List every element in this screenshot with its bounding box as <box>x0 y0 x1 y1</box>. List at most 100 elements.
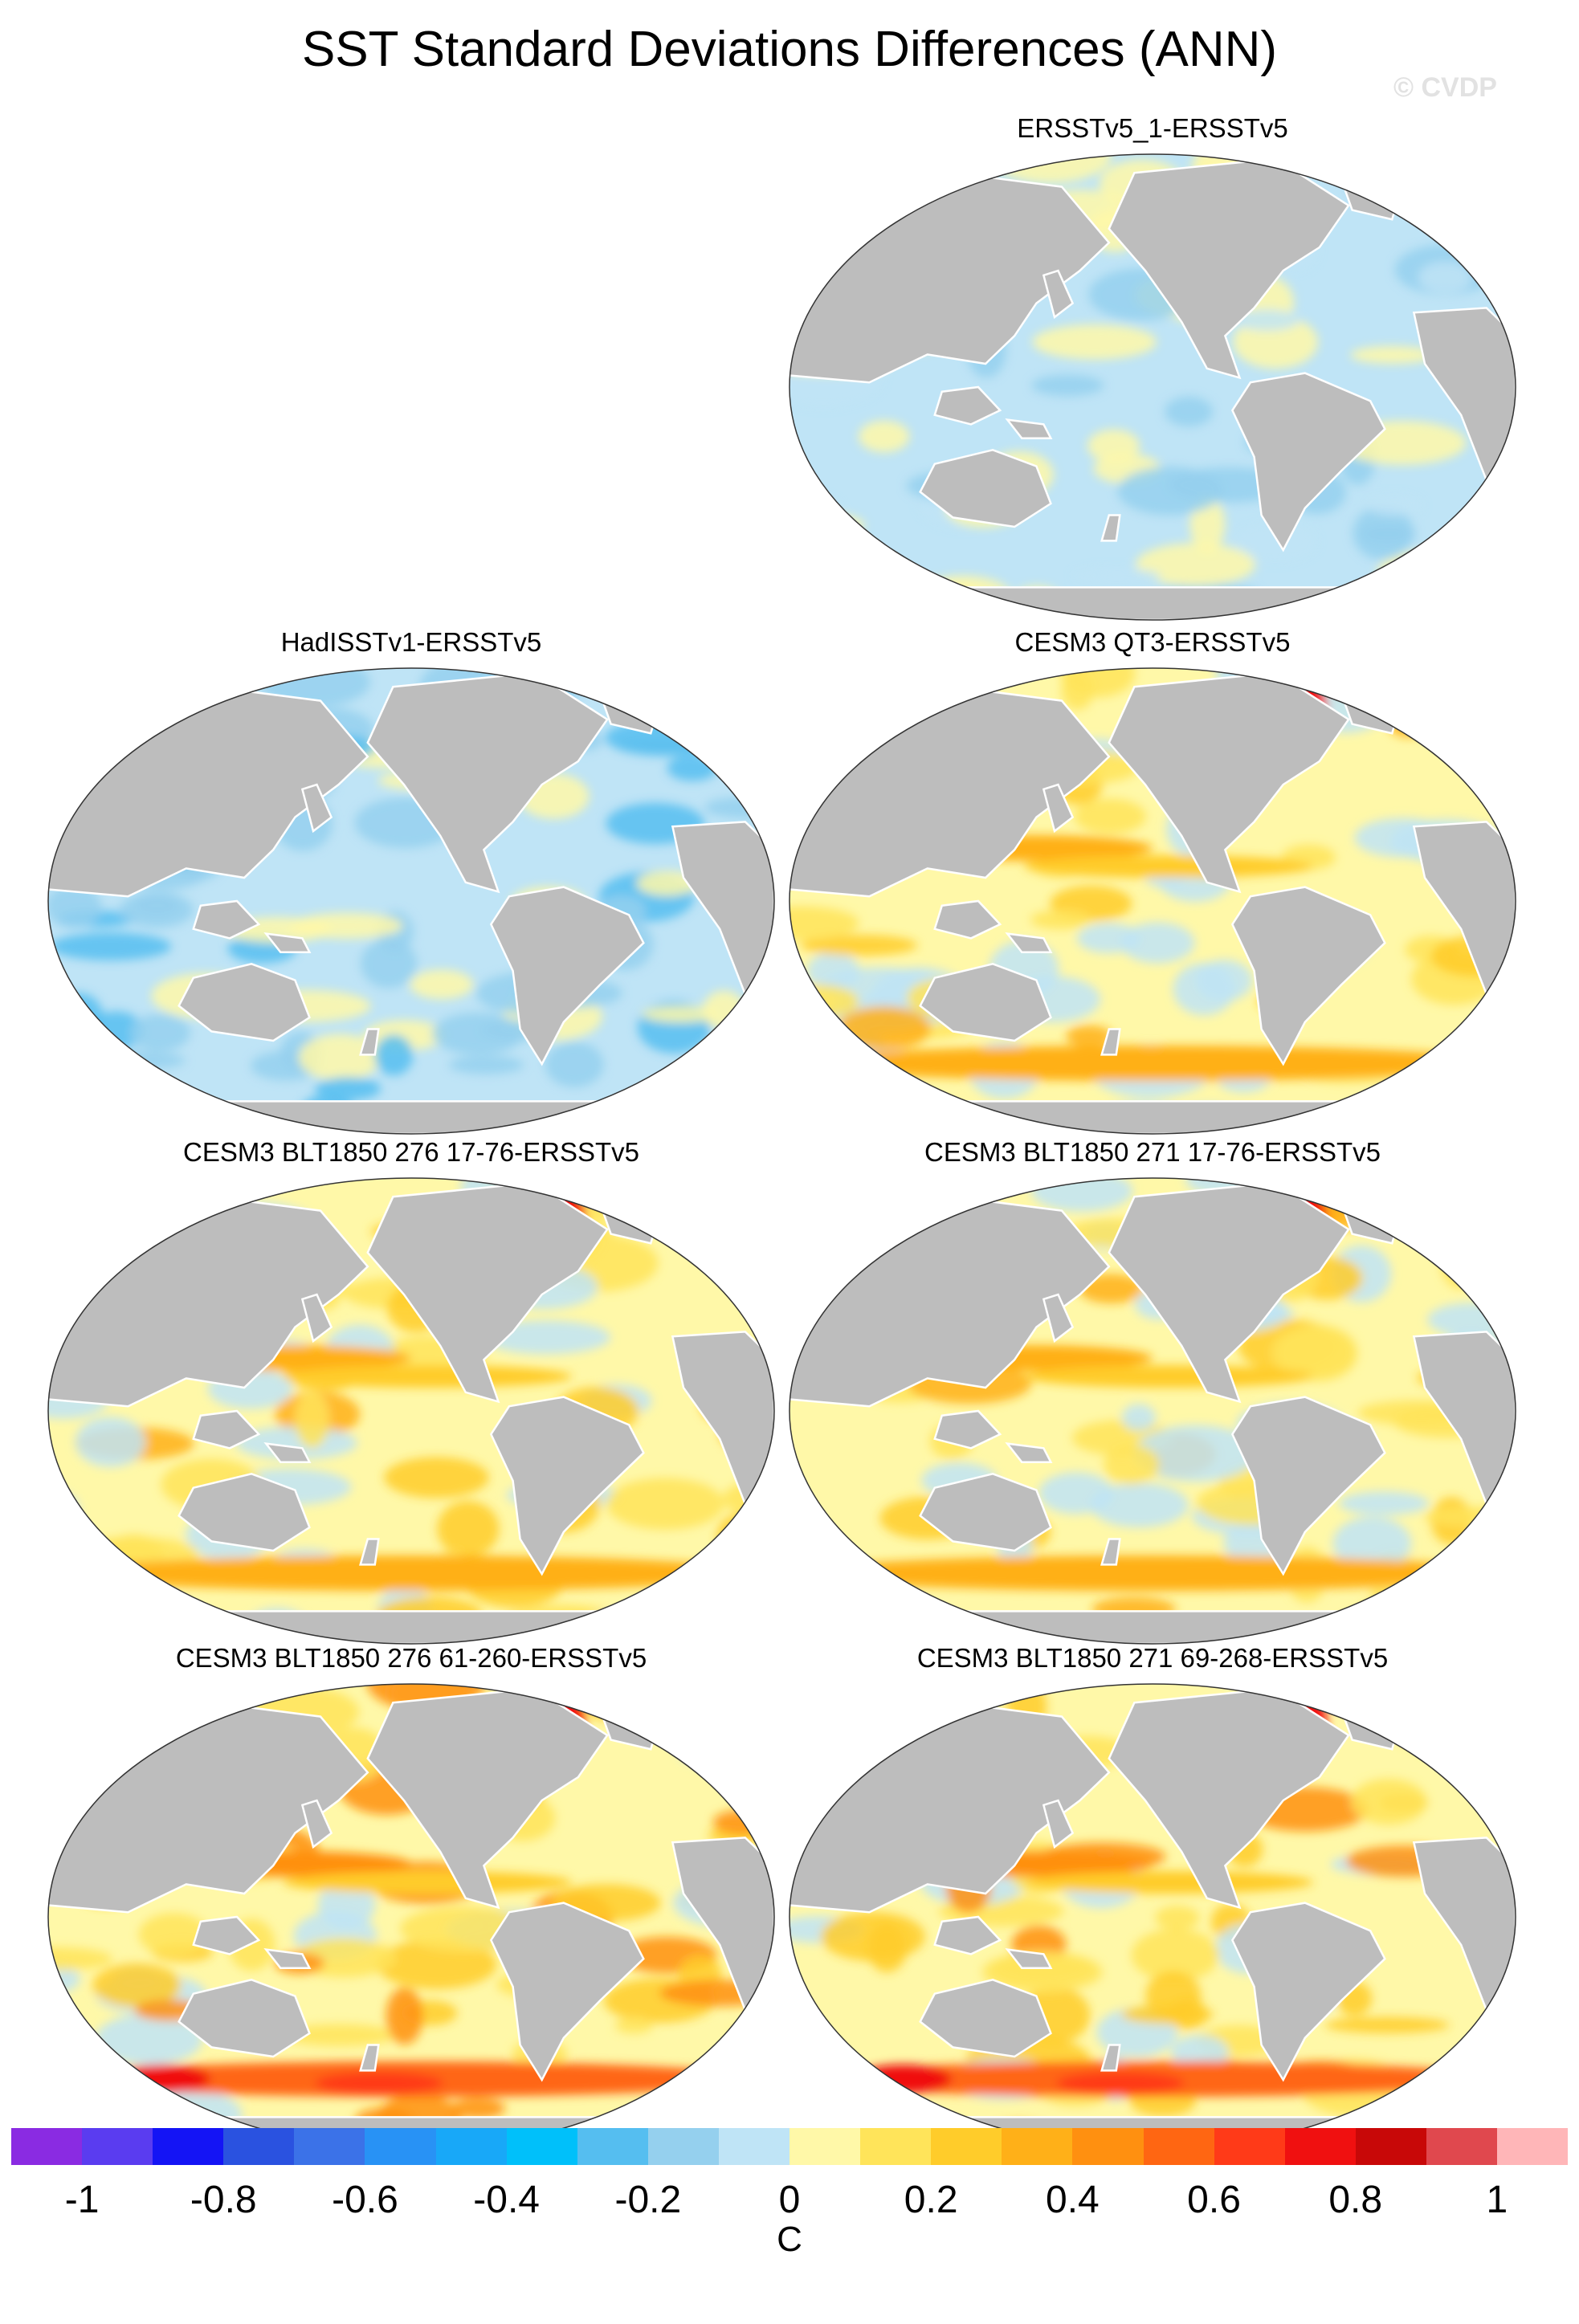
land-shape <box>177 1978 311 2058</box>
colorbar-swatch <box>931 2128 1002 2165</box>
land-shape <box>1230 372 1386 552</box>
colorbar-tick-label: 0 <box>778 2179 801 2221</box>
land-shape <box>933 899 1002 940</box>
land-shape <box>177 1472 311 1552</box>
land-shape <box>790 586 1516 620</box>
colorbar-tick-label: -0.2 <box>614 2179 682 2221</box>
land-shape <box>1100 1028 1121 1056</box>
colorbar-swatch <box>1143 2128 1214 2165</box>
land-shape <box>1100 1538 1121 1566</box>
land-shape <box>366 671 609 894</box>
land-shape <box>366 1687 609 1910</box>
colorbar-swatch <box>577 2128 648 2165</box>
colorbar-swatch <box>153 2128 224 2165</box>
colorbar-tick-label: -0.4 <box>473 2179 540 2221</box>
land-shape <box>300 1799 333 1849</box>
panel-title: ERSSTv5_1-ERSSTv5 <box>1017 113 1288 143</box>
colorbar-swatch <box>1214 2128 1285 2165</box>
sst-difference-map <box>47 1683 775 2151</box>
land-shape <box>933 1915 1002 1955</box>
sst-difference-map <box>789 153 1516 621</box>
colorbar-swatch <box>1355 2128 1426 2165</box>
land-shape <box>1042 1799 1075 1849</box>
land-shape <box>366 1181 609 1404</box>
land-shape <box>919 448 1052 528</box>
map-panel: ERSSTv5_1-ERSSTv5 <box>783 112 1522 626</box>
anomaly-field <box>790 668 1516 1134</box>
land-shape <box>1230 886 1386 1066</box>
colorbar-tick-label: 0.6 <box>1187 2179 1241 2221</box>
colorbar-tick-label: -0.8 <box>190 2179 257 2221</box>
land-shape <box>1100 514 1121 542</box>
panel-title: HadISSTv1-ERSSTv5 <box>280 627 542 657</box>
colorbar-swatch <box>1002 2128 1073 2165</box>
land-shape <box>790 1100 1516 1134</box>
land-shape <box>359 1538 380 1566</box>
land-shape <box>1108 1181 1350 1404</box>
land-shape <box>489 1902 645 2082</box>
colorbar-tick-label: 1 <box>1486 2179 1508 2221</box>
land-shape <box>933 385 1002 426</box>
land-shape <box>1005 418 1053 440</box>
colorbar-swatch <box>1072 2128 1144 2165</box>
panel-title: CESM3 BLT1850 271 69-268-ERSSTv5 <box>916 1643 1389 1673</box>
colorbar-swatch <box>790 2128 861 2165</box>
land-shape <box>192 1409 261 1449</box>
colorbar-swatch <box>718 2128 790 2165</box>
land-shape <box>919 962 1052 1042</box>
land-shape <box>48 1100 774 1134</box>
land-shape <box>933 1409 1002 1449</box>
land-shape <box>359 2044 380 2072</box>
land-shape <box>1042 783 1075 834</box>
panel-title: CESM3 BLT1850 276 61-260-ERSSTv5 <box>175 1643 647 1673</box>
land-shape <box>1100 2044 1121 2072</box>
colorbar-tick-label: -0.6 <box>332 2179 398 2221</box>
sst-difference-map <box>789 1683 1516 2151</box>
land-shape <box>48 1610 774 1644</box>
land-shape <box>1042 1293 1075 1343</box>
colorbar-swatch <box>1496 2128 1569 2165</box>
sst-difference-map <box>47 1177 775 1645</box>
land-shape <box>263 1441 312 1464</box>
land-shape <box>489 886 645 1066</box>
land-shape <box>300 1293 333 1343</box>
map-panel: CESM3 BLT1850 276 17-76-ERSSTv5 <box>42 1136 781 1650</box>
map-panel: CESM3 BLT1850 271 69-268-ERSSTv5 <box>783 1642 1522 2156</box>
colorbar-swatch <box>365 2128 436 2165</box>
land-shape <box>1108 1687 1350 1910</box>
watermark: © CVDP <box>1393 72 1497 103</box>
land-shape <box>1005 1441 1053 1464</box>
panel-title: CESM3 QT3-ERSSTv5 <box>1014 627 1291 657</box>
land-shape <box>300 783 333 834</box>
colorbar-swatch <box>435 2128 507 2165</box>
map-panel: HadISSTv1-ERSSTv5 <box>42 626 781 1140</box>
map-panel: CESM3 QT3-ERSSTv5 <box>783 626 1522 1140</box>
colorbar-swatch <box>1284 2128 1356 2165</box>
colorbar-tick-label: 0.4 <box>1045 2179 1100 2221</box>
land-shape <box>1042 269 1075 320</box>
colorbar-swatch <box>11 2128 83 2165</box>
colorbar-tick-label: -1 <box>64 2179 100 2221</box>
colorbar-swatch <box>506 2128 577 2165</box>
sst-difference-map <box>789 1177 1516 1645</box>
colorbar: -1 -0.8 -0.6 -0.4 -0.2 0 0.2 0.4 0.6 0.8 1 C <box>11 2128 1569 2289</box>
panel-title: CESM3 BLT1850 271 17-76-ERSSTv5 <box>924 1137 1381 1167</box>
sst-difference-map <box>47 667 775 1135</box>
land-shape <box>1005 1947 1053 1970</box>
land-shape <box>177 962 311 1042</box>
colorbar-swatch <box>294 2128 365 2165</box>
land-shape <box>1108 671 1350 894</box>
colorbar-swatch <box>223 2128 295 2165</box>
land-shape <box>192 899 261 940</box>
land-shape <box>1230 1396 1386 1576</box>
land-shape <box>263 932 312 954</box>
land-shape <box>263 1947 312 1970</box>
colorbar-boxes <box>11 2128 1569 2165</box>
land-shape <box>192 1915 261 1955</box>
colorbar-swatch <box>860 2128 932 2165</box>
map-panel: CESM3 BLT1850 271 17-76-ERSSTv5 <box>783 1136 1522 1650</box>
colorbar-unit: C <box>777 2220 802 2259</box>
colorbar-swatch <box>1426 2128 1497 2165</box>
map-panel: CESM3 BLT1850 276 61-260-ERSSTv5 <box>42 1642 781 2156</box>
colorbar-tick-label: 0.2 <box>904 2179 958 2221</box>
